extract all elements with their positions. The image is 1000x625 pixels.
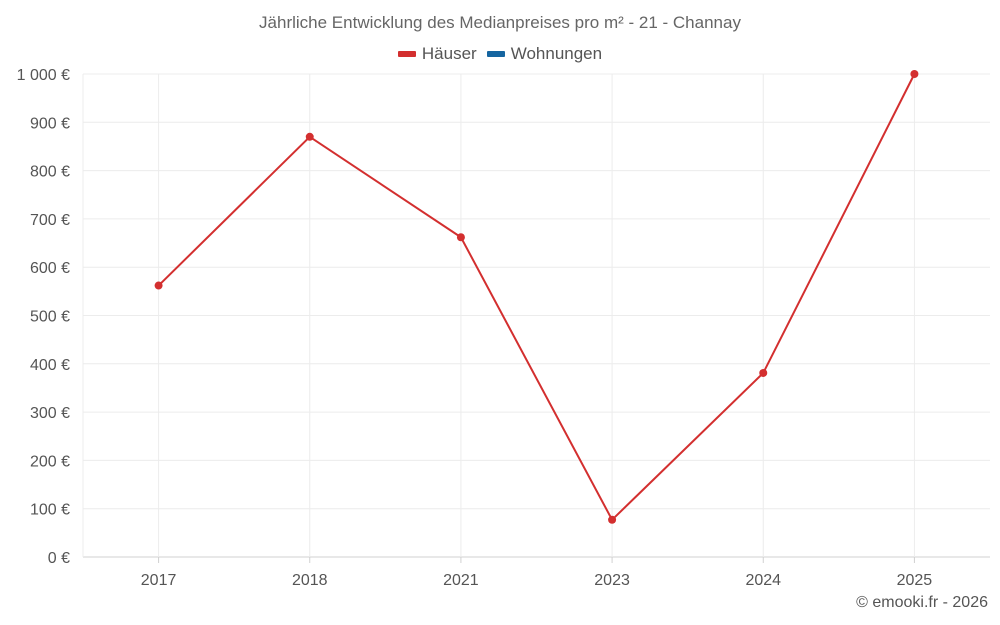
legend-label-haeuser: Häuser [421,44,477,63]
copyright-credit: © emooki.fr - 2026 [856,594,988,611]
data-point[interactable] [305,132,314,141]
y-tick-label: 500 € [30,309,70,326]
data-point[interactable] [456,233,465,242]
x-tick-label: 2021 [443,572,479,589]
legend-swatch-wohnungen [486,51,505,57]
y-tick-label: 700 € [30,212,70,229]
x-tick-label: 2024 [745,572,781,589]
y-tick-label: 900 € [30,115,70,132]
data-point[interactable] [608,515,617,524]
data-point[interactable] [910,70,919,78]
x-tick-label: 2023 [594,572,630,589]
y-tick-label: 300 € [30,405,70,422]
legend-item-wohnungen[interactable]: Wohnungen [486,44,603,64]
legend-swatch-haeuser [397,51,416,57]
grid-lines [82,73,990,558]
y-tick-label: 400 € [30,357,70,374]
y-tick-label: 200 € [30,453,70,470]
y-tick-label: 600 € [30,260,70,277]
y-tick-label: 800 € [30,164,70,181]
x-tick-label: 2017 [141,572,177,589]
x-tick-label: 2018 [292,572,328,589]
chart-legend: Häuser Wohnungen [0,44,1000,64]
y-tick-label: 100 € [30,502,70,519]
y-tick-label: 0 € [48,550,70,567]
y-axis: 0 € 100 € 200 € 300 € 400 € 500 € 600 € 700 € 80… [17,67,70,567]
y-tick-label: 1 000 € [17,67,70,84]
legend-item-haeuser[interactable]: Häuser [397,44,477,64]
series-layer [154,70,919,524]
series-line-häuser [157,73,916,521]
data-point[interactable] [154,281,163,290]
x-tick-label: 2025 [897,572,933,589]
x-axis: 2017 2018 2021 2023 2024 2025 [141,557,933,589]
legend-label-wohnungen: Wohnungen [510,44,603,63]
data-point[interactable] [759,368,768,377]
chart-title: Jährliche Entwicklung des Medianpreises … [259,13,741,32]
